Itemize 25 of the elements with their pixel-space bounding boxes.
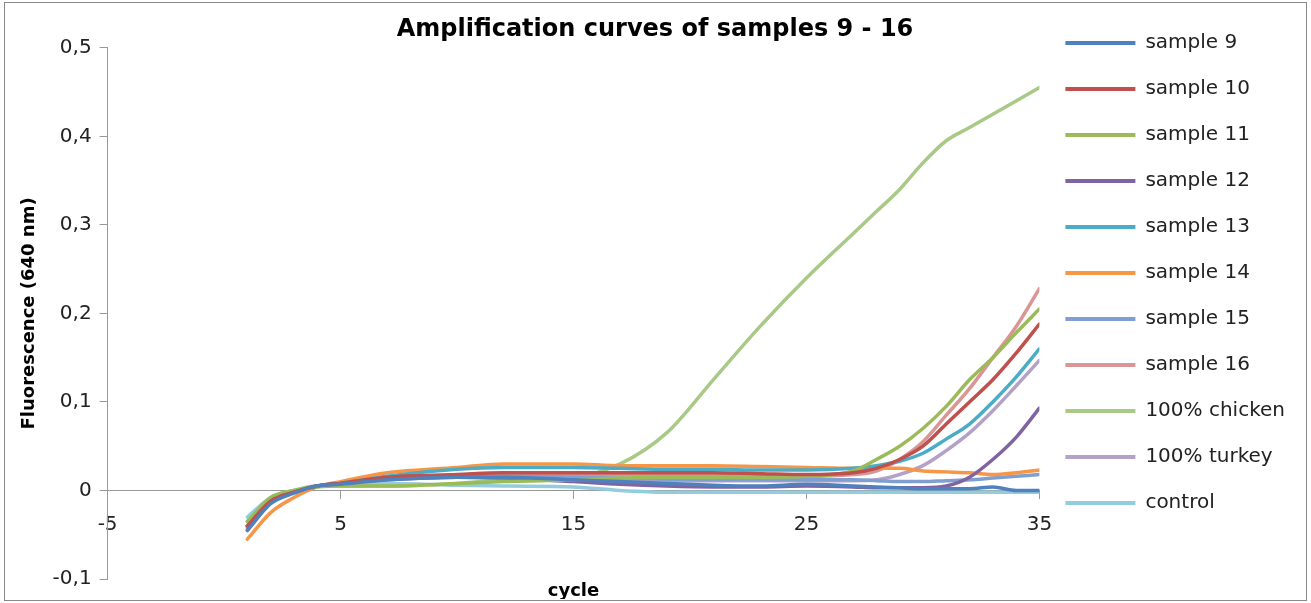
y-tick-label: 0,3 [59, 211, 92, 236]
legend-label: control [1145, 489, 1215, 514]
legend-label: sample 10 [1145, 75, 1250, 100]
legend-label: sample 12 [1145, 167, 1250, 192]
legend-label: sample 14 [1145, 259, 1250, 284]
x-tick-label: 35 [1026, 510, 1053, 535]
y-tick-label: 0,2 [59, 299, 92, 324]
legend-label: sample 13 [1145, 213, 1250, 238]
x-tick-label: 5 [334, 510, 347, 535]
x-tick-label: 25 [793, 510, 820, 535]
y-tick-label: 0,1 [59, 388, 92, 413]
legend-label: sample 11 [1145, 121, 1250, 146]
x-axis-title: cycle [547, 578, 600, 600]
legend-label: sample 16 [1145, 351, 1250, 376]
legend-label: 100% chicken [1145, 397, 1285, 422]
y-tick-label: -0,1 [52, 565, 92, 590]
legend-label: 100% turkey [1145, 443, 1273, 468]
y-tick-label: 0,4 [59, 122, 92, 147]
y-axis-title: Fluorescence (640 nm) [17, 197, 39, 430]
legend-label: sample 9 [1145, 29, 1238, 54]
y-tick-label: 0 [78, 476, 92, 501]
chart-title: Amplification curves of samples 9 - 16 [396, 13, 914, 42]
legend-label: sample 15 [1145, 305, 1250, 330]
x-tick-label: 15 [560, 510, 587, 535]
y-tick-label: 0,5 [59, 34, 92, 58]
